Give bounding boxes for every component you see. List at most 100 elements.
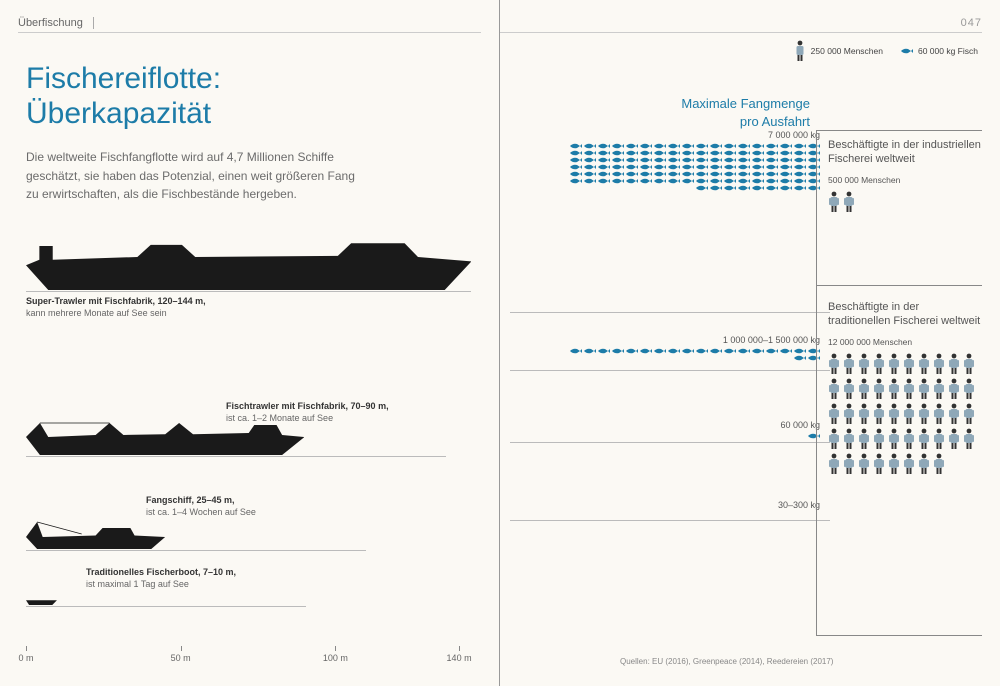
fish-icon xyxy=(598,178,610,184)
catch-rule xyxy=(510,442,830,443)
person-icon xyxy=(933,453,945,475)
person-icon xyxy=(888,353,900,375)
fish-icon xyxy=(654,171,666,177)
fish-icon xyxy=(724,143,736,149)
emp-industrial-count: 500 000 Menschen xyxy=(828,175,982,185)
ship-icon xyxy=(26,235,471,290)
person-icon xyxy=(948,353,960,375)
fish-icon xyxy=(598,171,610,177)
person-icon xyxy=(903,353,915,375)
fish-icon xyxy=(598,348,610,354)
fish-grid xyxy=(560,433,820,439)
fish-icon xyxy=(696,171,708,177)
person-icon xyxy=(828,453,840,475)
ship-row: Fischtrawler mit Fischfabrik, 70–90 m,is… xyxy=(26,385,489,455)
fish-icon xyxy=(584,178,596,184)
person-icon xyxy=(918,378,930,400)
person-icon xyxy=(828,378,840,400)
fish-icon xyxy=(808,143,820,149)
catch-title-l1: Maximale Fangmenge xyxy=(681,96,810,111)
scale-tick xyxy=(335,646,336,651)
person-icon xyxy=(963,353,975,375)
emp-traditional-title: Beschäftigte in der traditionellen Fisch… xyxy=(828,300,982,329)
person-icon xyxy=(903,378,915,400)
fish-icon xyxy=(696,157,708,163)
fish-icon xyxy=(696,185,708,191)
fish-icon xyxy=(640,178,652,184)
fish-icon xyxy=(752,164,764,170)
fish-icon xyxy=(626,178,638,184)
people-grid-traditional xyxy=(828,353,982,475)
ship-baseline xyxy=(26,456,446,457)
catch-block: 7 000 000 kg xyxy=(560,130,820,191)
fish-icon xyxy=(626,150,638,156)
people-grid-industrial xyxy=(828,191,982,213)
legend-people: 250 000 Menschen xyxy=(794,40,883,62)
fish-icon xyxy=(668,178,680,184)
header-right: 047 xyxy=(500,14,1000,32)
person-icon xyxy=(843,403,855,425)
fish-icon xyxy=(901,48,913,54)
fish-icon xyxy=(794,348,806,354)
fish-icon xyxy=(724,185,736,191)
fish-icon xyxy=(794,171,806,177)
fish-icon xyxy=(794,178,806,184)
fish-icon xyxy=(682,164,694,170)
fish-icon xyxy=(654,150,666,156)
header-rule-right xyxy=(500,32,982,33)
fish-icon xyxy=(668,150,680,156)
fish-icon xyxy=(752,157,764,163)
fish-icon xyxy=(640,171,652,177)
person-icon xyxy=(918,403,930,425)
person-icon xyxy=(933,428,945,450)
fish-icon xyxy=(598,150,610,156)
person-icon xyxy=(918,453,930,475)
ship-label: Fischtrawler mit Fischfabrik, 70–90 m,is… xyxy=(226,401,389,424)
fish-icon xyxy=(766,348,778,354)
fish-icon xyxy=(752,171,764,177)
fish-icon xyxy=(598,143,610,149)
fish-icon xyxy=(752,143,764,149)
catch-block: 1 000 000–1 500 000 kg xyxy=(560,335,820,361)
catch-rule xyxy=(510,370,830,371)
fish-icon xyxy=(738,164,750,170)
person-icon xyxy=(858,353,870,375)
fish-icon xyxy=(794,355,806,361)
catch-block: 30–300 kg xyxy=(560,500,820,513)
fish-icon xyxy=(584,143,596,149)
person-icon xyxy=(828,353,840,375)
fish-icon xyxy=(724,171,736,177)
person-icon xyxy=(888,403,900,425)
spread: Überfischung Fischereiflotte: Überkapazi… xyxy=(0,0,1000,686)
page-right: 047 250 000 Menschen 60 000 kg Fisch Max… xyxy=(500,0,1000,686)
header-rule xyxy=(18,32,481,33)
fish-icon xyxy=(654,348,666,354)
ships-column: Super-Trawler mit Fischfabrik, 120–144 m… xyxy=(26,235,489,640)
fish-icon xyxy=(696,178,708,184)
fish-icon xyxy=(766,164,778,170)
fish-icon xyxy=(570,171,582,177)
fish-icon xyxy=(696,143,708,149)
fish-icon xyxy=(626,164,638,170)
emp-traditional-count: 12 000 000 Menschen xyxy=(828,337,982,347)
fish-icon xyxy=(738,143,750,149)
fish-icon xyxy=(766,150,778,156)
fish-icon xyxy=(598,164,610,170)
legend-people-label: 250 000 Menschen xyxy=(811,46,883,56)
fish-icon xyxy=(696,150,708,156)
person-icon xyxy=(918,353,930,375)
fish-icon xyxy=(794,164,806,170)
catch-title: Maximale Fangmenge pro Ausfahrt xyxy=(681,95,810,130)
scale-tick xyxy=(26,646,27,651)
fish-icon xyxy=(780,178,792,184)
person-icon xyxy=(963,428,975,450)
fish-icon xyxy=(654,143,666,149)
ship-row: Fangschiff, 25–45 m,ist ca. 1–4 Wochen a… xyxy=(26,489,489,549)
fish-icon xyxy=(780,348,792,354)
person-icon xyxy=(858,403,870,425)
employment-panel: Beschäftigte in der industriellen Fische… xyxy=(822,130,982,636)
person-icon xyxy=(843,428,855,450)
fish-icon xyxy=(780,185,792,191)
person-icon xyxy=(843,378,855,400)
person-icon xyxy=(888,428,900,450)
